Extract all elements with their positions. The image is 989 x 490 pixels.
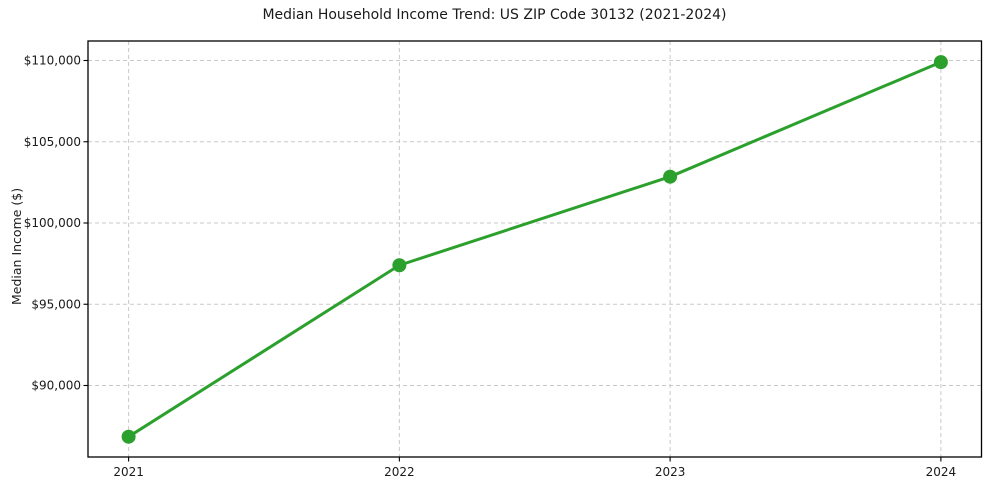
data-point-2023 <box>663 169 678 184</box>
x-tick-label: 2022 <box>384 465 415 479</box>
chart-title: Median Household Income Trend: US ZIP Co… <box>262 7 727 23</box>
x-tick-label: 2021 <box>113 465 144 479</box>
y-tick-label: $105,000 <box>24 135 81 149</box>
y-tick-label: $95,000 <box>31 297 81 311</box>
y-tick-label: $110,000 <box>24 54 81 68</box>
data-point-2021 <box>121 429 136 444</box>
plot-border <box>87 40 983 458</box>
y-tick-label: $100,000 <box>24 216 81 230</box>
x-tick-label: 2023 <box>655 465 686 479</box>
data-point-2024 <box>933 55 948 70</box>
y-tick-label: $90,000 <box>31 379 81 393</box>
data-point-2022 <box>392 258 407 273</box>
x-tick-label: 2024 <box>926 465 957 479</box>
trend-line <box>127 60 943 439</box>
